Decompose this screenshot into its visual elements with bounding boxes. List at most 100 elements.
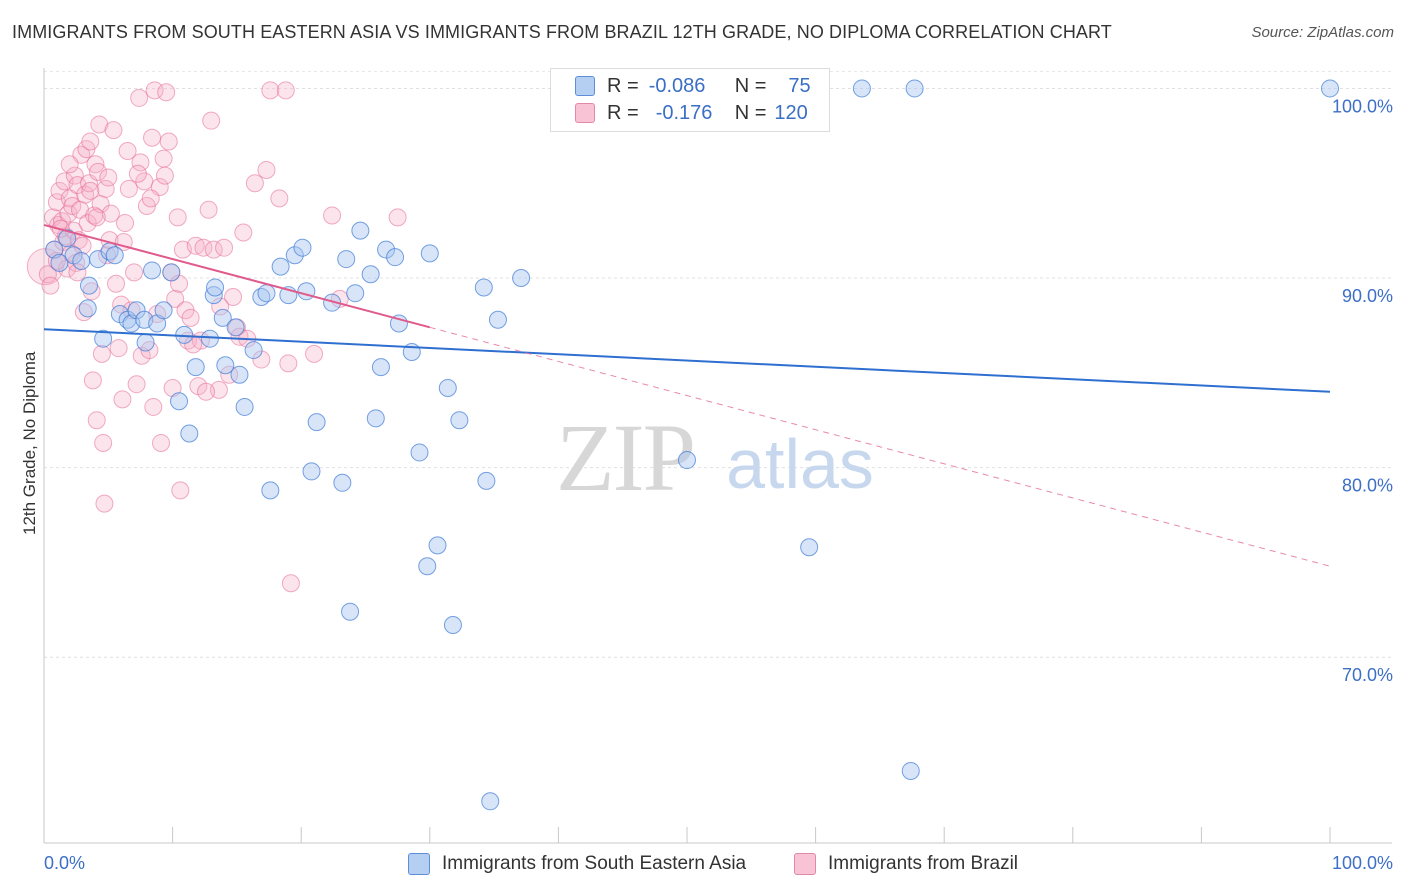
point-sea [678, 451, 696, 470]
point-sea [438, 378, 457, 397]
legend-r-value: -0.086 [648, 74, 706, 97]
point-brazil [109, 339, 128, 358]
point-brazil [87, 411, 106, 430]
point-sea [293, 238, 312, 257]
point-brazil [86, 155, 105, 174]
trendline-brazil [43, 223, 431, 329]
point-brazil [157, 83, 176, 102]
point-brazil [128, 164, 147, 183]
point-sea [302, 462, 321, 481]
point-brazil [230, 327, 249, 346]
point-brazil [95, 494, 114, 513]
point-brazil [60, 189, 79, 208]
point-brazil [279, 354, 298, 373]
trendline-sea [43, 328, 1331, 393]
point-brazil [171, 481, 190, 500]
point-brazil [305, 344, 324, 363]
point-brazil [163, 378, 182, 397]
chart-title: IMMIGRANTS FROM SOUTH EASTERN ASIA VS IM… [12, 22, 1112, 42]
point-brazil [199, 200, 218, 219]
point-brazil [270, 189, 289, 208]
point-sea [297, 282, 316, 301]
point-brazil [220, 365, 239, 384]
point-sea [852, 79, 871, 98]
point-sea [143, 261, 162, 280]
point-brazil [197, 382, 216, 401]
point-sea [271, 257, 290, 276]
point-sea [481, 792, 500, 811]
point-sea [244, 341, 263, 360]
point-brazil [107, 274, 126, 293]
point-sea [386, 248, 405, 267]
legend-n-label: N = [734, 74, 767, 97]
bottom-legend-brazil: Immigrants from Brazil [794, 851, 1018, 877]
point-brazil [116, 214, 135, 233]
point-brazil [81, 181, 100, 200]
point-sea [186, 358, 205, 377]
point-sea [905, 79, 924, 98]
series-brazil-points [26, 81, 407, 593]
point-brazil [245, 174, 264, 193]
point-brazil [181, 308, 200, 327]
point-sea [204, 286, 223, 305]
legend-n-label: N = [734, 101, 767, 124]
legend-row-brazil: R = -0.176 N = 120 [575, 99, 808, 127]
point-sea [206, 278, 225, 297]
point-sea [366, 409, 385, 428]
point-sea [341, 602, 360, 621]
point-brazil [89, 162, 108, 181]
point-sea [213, 308, 232, 327]
point-sea [901, 761, 920, 780]
point-brazil [94, 433, 113, 452]
point-brazil [104, 121, 123, 140]
point-brazil [388, 208, 407, 227]
watermark-atlas: atlas [726, 425, 874, 503]
point-brazil [211, 297, 230, 316]
point-brazil [145, 81, 164, 100]
point-brazil [60, 155, 79, 174]
point-sea [105, 246, 124, 265]
grid-lines [44, 70, 1392, 658]
point-sea [261, 481, 280, 500]
trendline-brazil-extension [429, 326, 1331, 567]
point-brazil [215, 238, 234, 257]
y-tick-labels: 100.0% 90.0% 80.0% 70.0% [1332, 96, 1393, 685]
point-brazil [122, 301, 141, 320]
point-sea [477, 471, 496, 490]
point-brazil [41, 276, 60, 295]
point-brazil [38, 265, 57, 284]
point-sea [512, 269, 531, 288]
legend-swatch-sea [575, 76, 595, 96]
point-sea [257, 284, 276, 303]
bottom-legend-sea: Immigrants from South Eastern Asia [408, 851, 746, 877]
watermark-zip: ZIP [556, 404, 694, 511]
x-tick-label: 0.0% [44, 853, 85, 873]
point-sea [200, 329, 219, 348]
point-sea [307, 413, 326, 432]
bottom-legend-swatch-brazil [794, 853, 816, 875]
y-tick-label: 100.0% [1332, 96, 1393, 116]
point-brazil [202, 111, 221, 130]
point-brazil [118, 142, 137, 161]
point-brazil [68, 263, 87, 282]
point-brazil [127, 375, 146, 394]
source-label: Source: ZipAtlas.com [1251, 24, 1394, 41]
point-brazil [130, 88, 149, 107]
point-brazil [73, 236, 92, 255]
point-brazil [87, 208, 106, 227]
bottom-legend-label-sea: Immigrants from South Eastern Asia [442, 853, 747, 874]
point-sea [180, 424, 199, 443]
point-brazil [99, 168, 118, 187]
point-sea [450, 411, 469, 430]
point-sea [420, 244, 439, 263]
point-brazil [47, 251, 66, 270]
point-sea [333, 473, 352, 492]
point-brazil [276, 81, 295, 100]
point-brazil [261, 81, 280, 100]
point-brazil [234, 223, 253, 242]
point-sea [226, 318, 245, 337]
point-sea [474, 278, 493, 297]
x-tick-label: 100.0% [1332, 853, 1393, 873]
point-sea [285, 246, 304, 265]
